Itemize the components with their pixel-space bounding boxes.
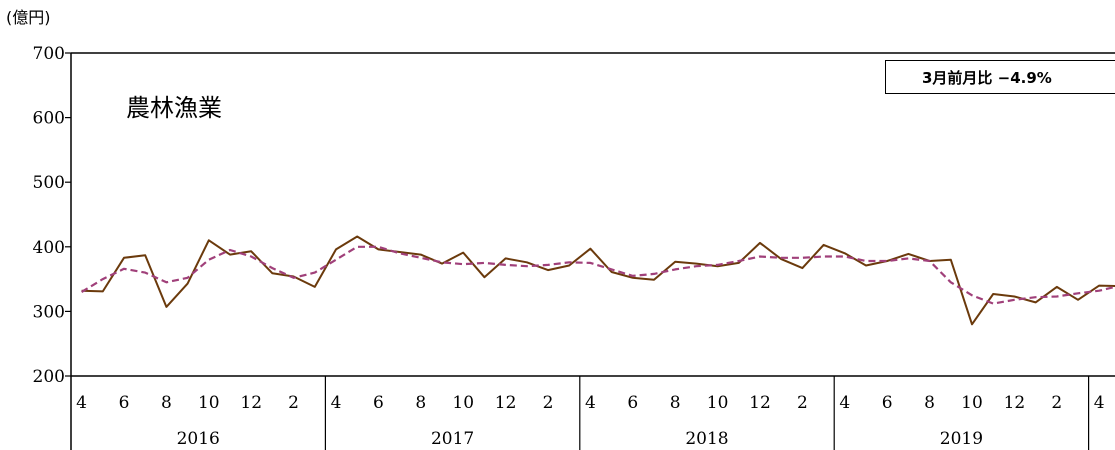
x-tick-label: 6	[119, 393, 130, 413]
x-tick-label: 6	[373, 393, 384, 413]
x-tick-label: 12	[240, 393, 262, 413]
unit-label: (億円)	[6, 8, 51, 27]
x-tick-label: 8	[161, 393, 172, 413]
x-tick-label: 12	[1004, 393, 1026, 413]
x-axis: 4 6 8 10 12 2 2016 4 6 8 10 12 2 2017 4 6 8 10 12 2 2018 4 6 8 1…	[76, 376, 1105, 450]
x-tick-label: 2	[797, 393, 808, 413]
year-label: 2017	[431, 429, 474, 449]
x-tick-label: 8	[924, 393, 935, 413]
change-note-text: 3月前月比 −4.9%	[922, 68, 1052, 87]
year-label: 2018	[685, 429, 728, 449]
y-tick-label: 300	[33, 302, 65, 322]
y-tick-label: 500	[33, 173, 65, 193]
x-tick-label: 12	[495, 393, 517, 413]
x-tick-label: 2	[543, 393, 554, 413]
x-tick-label: 2	[288, 393, 299, 413]
y-tick-label: 200	[33, 367, 65, 387]
x-tick-label: 4	[585, 393, 596, 413]
x-tick-label: 4	[331, 393, 342, 413]
x-tick-label: 4	[76, 393, 87, 413]
x-tick-label: 2	[1051, 393, 1062, 413]
x-tick-label: 8	[670, 393, 681, 413]
year-label: 2019	[940, 429, 983, 449]
x-tick-label: 10	[707, 393, 729, 413]
y-tick-label: 700	[33, 44, 65, 64]
x-tick-label: 6	[882, 393, 893, 413]
plot-frame	[70, 52, 1115, 450]
y-tick-label: 400	[33, 238, 65, 258]
x-tick-label: 10	[198, 393, 220, 413]
y-axis: 200 300 400 500 600 700	[33, 44, 71, 387]
x-tick-label: 10	[961, 393, 983, 413]
x-tick-label: 12	[749, 393, 771, 413]
x-tick-label: 6	[627, 393, 638, 413]
series-title: 農林漁業	[126, 94, 222, 122]
x-tick-label: 4	[839, 393, 850, 413]
change-note-box: 3月前月比 −4.9%	[885, 60, 1115, 94]
trend-series-line	[81, 245, 1115, 305]
x-tick-label: 10	[452, 393, 474, 413]
x-tick-label: 4	[1094, 393, 1105, 413]
y-tick-label: 600	[33, 109, 65, 129]
actual-series-line	[81, 235, 1115, 326]
x-tick-label: 8	[415, 393, 426, 413]
year-label: 2016	[177, 429, 220, 449]
series-lines	[81, 235, 1115, 326]
